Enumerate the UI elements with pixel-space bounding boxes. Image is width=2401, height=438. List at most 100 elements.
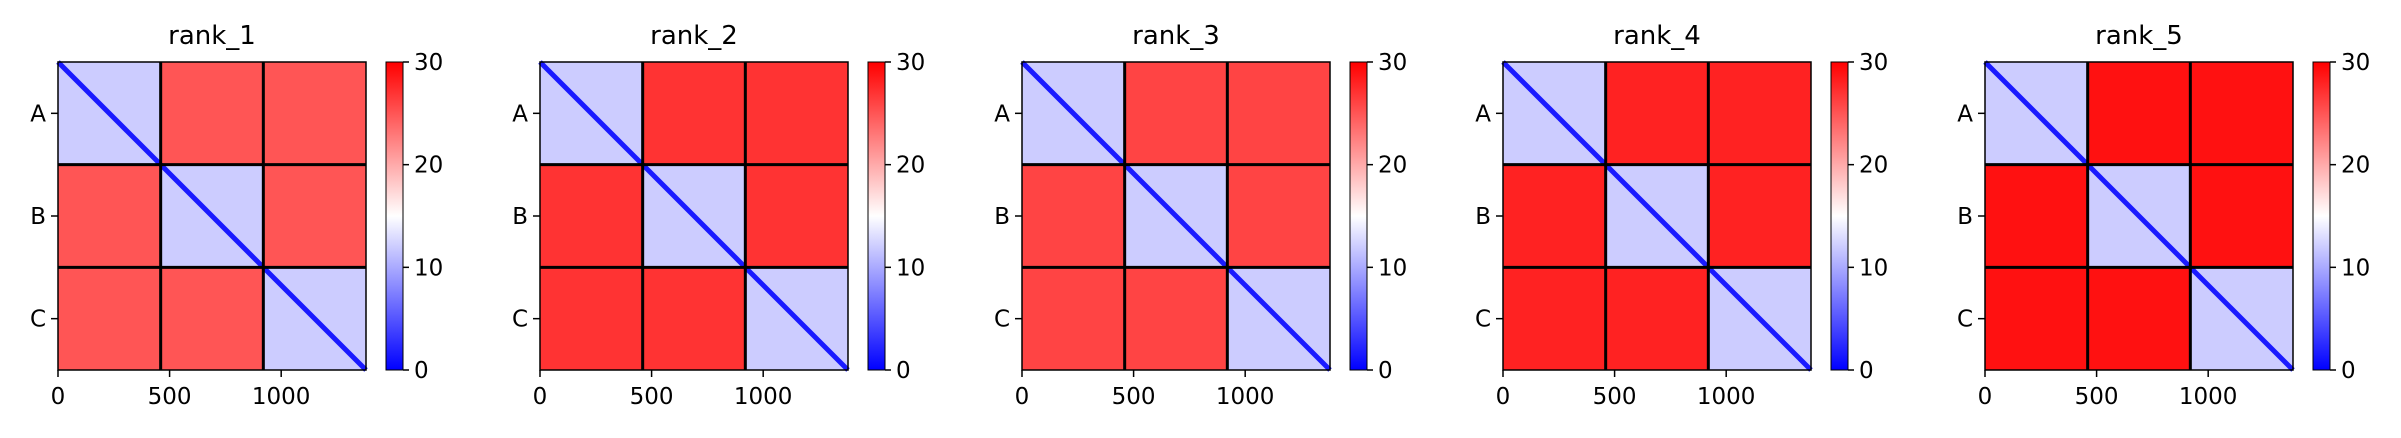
diagonal-B (640, 162, 748, 270)
x-tick-label: 500 (148, 384, 192, 410)
block-C-B (1124, 267, 1228, 370)
block-B-A (540, 164, 643, 268)
panel-title: rank_4 (1613, 21, 1701, 51)
block-A-B (642, 62, 746, 165)
pae-panel-1: rank_1 0 500 1000 A B C 0 10 20 30 (30, 21, 443, 410)
colorbar-tick-label: 20 (414, 153, 443, 179)
colorbar-tick-label: 30 (2341, 50, 2370, 76)
block-B-C (263, 164, 366, 268)
colorbar-tick-label: 30 (896, 50, 925, 76)
chain-label: C (1475, 307, 1491, 333)
chain-label: B (30, 204, 46, 230)
block-A-C (745, 62, 848, 165)
diagonal-A (1020, 60, 1127, 167)
pae-heatmap (1983, 60, 2295, 372)
colorbar (385, 61, 404, 371)
x-tick-label: 0 (1496, 384, 1511, 410)
x-tick-label: 1000 (734, 384, 793, 410)
diagonal-B (1603, 162, 1711, 270)
block-A-C (2190, 62, 2293, 165)
pae-panel-4: rank_4 0 500 1000 A B C 0 10 20 30 (1475, 21, 1888, 410)
block-A-B (160, 62, 264, 165)
block-C-B (2087, 267, 2191, 370)
chain-label: A (512, 101, 528, 127)
x-tick-label: 0 (1978, 384, 1993, 410)
colorbar (1830, 61, 1849, 371)
block-B-A (1985, 164, 2088, 268)
diagonal-B (158, 162, 266, 270)
colorbar-tick-label: 20 (1859, 153, 1888, 179)
panel-title: rank_2 (650, 21, 738, 51)
block-B-A (1503, 164, 1606, 268)
chain-label: B (994, 204, 1010, 230)
colorbar-tick-label: 0 (1378, 358, 1393, 384)
colorbar-tick-label: 20 (896, 153, 925, 179)
pae-panel-3: rank_3 0 500 1000 A B C 0 10 20 30 (994, 21, 1407, 410)
block-C-A (58, 267, 161, 370)
block-C-B (160, 267, 264, 370)
diagonal-B (2085, 162, 2193, 270)
diagonal-C (743, 265, 850, 372)
colorbar-tick-label: 0 (1859, 358, 1874, 384)
x-tick-label: 500 (1593, 384, 1637, 410)
chain-label: C (512, 307, 528, 333)
block-C-B (642, 267, 746, 370)
colorbar-tick-label: 0 (414, 358, 429, 384)
colorbar-tick-label: 20 (2341, 153, 2370, 179)
block-C-B (1605, 267, 1709, 370)
diagonal-C (2188, 265, 2295, 372)
block-A-B (2087, 62, 2191, 165)
colorbar-tick-label: 10 (1859, 255, 1888, 281)
colorbar (867, 61, 886, 371)
x-tick-label: 1000 (1697, 384, 1756, 410)
x-tick-label: 500 (630, 384, 674, 410)
colorbar-tick-label: 30 (1859, 50, 1888, 76)
x-tick-label: 1000 (1216, 384, 1275, 410)
diagonal-C (261, 265, 368, 372)
x-tick-label: 1000 (2179, 384, 2238, 410)
block-B-C (1708, 164, 1811, 268)
panel-title: rank_3 (1132, 21, 1220, 51)
diagonal-C (1706, 265, 1813, 372)
chain-label: A (1475, 101, 1491, 127)
pae-heatmap (1020, 60, 1332, 372)
panel-title: rank_1 (168, 21, 256, 51)
colorbar (1349, 61, 1368, 371)
block-C-A (1503, 267, 1606, 370)
colorbar-tick-label: 30 (414, 50, 443, 76)
chain-label: B (512, 204, 528, 230)
pae-panel-5: rank_5 0 500 1000 A B C 0 10 20 30 (1957, 21, 2370, 410)
block-C-A (1985, 267, 2088, 370)
pae-heatmap (56, 60, 368, 372)
diagonal-A (1983, 60, 2090, 167)
block-A-C (1227, 62, 1330, 165)
block-B-C (2190, 164, 2293, 268)
x-tick-label: 0 (533, 384, 548, 410)
colorbar-tick-label: 0 (896, 358, 911, 384)
chain-label: C (1957, 307, 1973, 333)
colorbar-tick-label: 20 (1378, 153, 1407, 179)
diagonal-A (538, 60, 645, 167)
diagonal-B (1122, 162, 1230, 270)
block-B-A (58, 164, 161, 268)
x-tick-label: 0 (51, 384, 66, 410)
colorbar-tick-label: 30 (1378, 50, 1407, 76)
x-tick-label: 0 (1015, 384, 1030, 410)
pae-heatmap (1501, 60, 1813, 372)
block-A-C (1708, 62, 1811, 165)
block-B-C (1227, 164, 1330, 268)
x-tick-label: 500 (2075, 384, 2119, 410)
panel-title: rank_5 (2095, 21, 2183, 51)
colorbar-tick-label: 10 (414, 255, 443, 281)
pae-heatmap (538, 60, 850, 372)
block-A-B (1605, 62, 1709, 165)
chain-label: A (30, 101, 46, 127)
chain-label: B (1957, 204, 1973, 230)
diagonal-A (56, 60, 163, 167)
block-B-C (745, 164, 848, 268)
pae-panel-2: rank_2 0 500 1000 A B C 0 10 20 30 (512, 21, 925, 410)
colorbar-tick-label: 10 (1378, 255, 1407, 281)
block-B-A (1022, 164, 1125, 268)
block-A-C (263, 62, 366, 165)
